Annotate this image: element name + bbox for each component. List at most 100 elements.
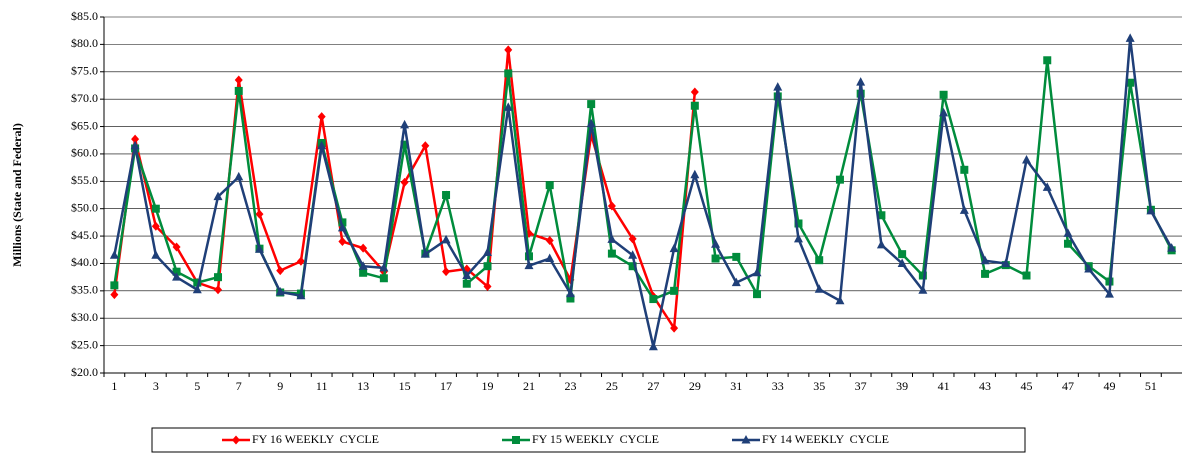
point bbox=[110, 290, 119, 300]
point bbox=[690, 169, 700, 179]
point bbox=[1001, 258, 1011, 267]
point bbox=[1125, 33, 1135, 42]
point bbox=[586, 118, 596, 128]
point bbox=[213, 191, 223, 201]
series-line bbox=[113, 38, 1173, 347]
x-tick-label: 21 bbox=[523, 379, 535, 393]
x-tick-label: 51 bbox=[1145, 379, 1157, 393]
point bbox=[959, 205, 969, 214]
point bbox=[1043, 56, 1052, 65]
point bbox=[337, 222, 347, 232]
point bbox=[255, 209, 264, 219]
series-line bbox=[113, 49, 697, 332]
point bbox=[234, 171, 244, 181]
legend-label: FY 15 WEEKLY CYCLE bbox=[532, 432, 659, 446]
point bbox=[794, 219, 803, 228]
x-tick-label: 29 bbox=[689, 379, 701, 393]
point bbox=[442, 191, 451, 199]
point bbox=[317, 140, 327, 150]
x-tick-label: 7 bbox=[236, 379, 242, 393]
y-tick-label: $25.0 bbox=[71, 337, 98, 351]
point bbox=[296, 256, 305, 266]
point bbox=[1104, 289, 1114, 298]
x-tick-label: 11 bbox=[316, 379, 328, 393]
point bbox=[648, 341, 658, 351]
point bbox=[711, 254, 720, 263]
point bbox=[1167, 243, 1177, 252]
x-tick-label: 37 bbox=[855, 379, 867, 393]
point bbox=[504, 69, 513, 78]
point bbox=[130, 140, 140, 150]
point bbox=[918, 285, 928, 294]
legend-marker bbox=[232, 435, 240, 445]
point bbox=[358, 261, 368, 270]
point bbox=[151, 221, 160, 231]
point bbox=[192, 284, 202, 294]
point bbox=[876, 239, 886, 249]
point bbox=[483, 281, 492, 291]
point bbox=[441, 234, 451, 244]
point bbox=[172, 272, 182, 281]
y-tick-label: $45.0 bbox=[71, 228, 98, 242]
x-tick-label: 19 bbox=[482, 379, 494, 393]
point bbox=[359, 243, 368, 253]
point bbox=[379, 274, 388, 283]
point bbox=[504, 45, 513, 55]
legend-box bbox=[151, 427, 1026, 453]
point bbox=[338, 237, 347, 247]
point bbox=[793, 233, 803, 243]
point bbox=[835, 175, 844, 184]
point bbox=[1063, 228, 1073, 237]
point bbox=[628, 250, 638, 259]
y-tick-label: $60.0 bbox=[71, 146, 98, 160]
point bbox=[421, 141, 430, 151]
point bbox=[980, 255, 990, 265]
point bbox=[898, 250, 907, 259]
x-tick-label: 17 bbox=[440, 379, 452, 393]
x-tick-label: 5 bbox=[194, 379, 200, 393]
x-tick-label: 49 bbox=[1103, 379, 1115, 393]
point bbox=[981, 269, 990, 278]
point bbox=[897, 258, 907, 267]
point bbox=[939, 90, 948, 99]
x-tick-label: 9 bbox=[277, 379, 283, 393]
point bbox=[400, 119, 410, 129]
point bbox=[483, 247, 493, 257]
x-tick-label: 3 bbox=[153, 379, 159, 393]
legend-marker bbox=[512, 436, 520, 444]
y-tick-label: $35.0 bbox=[71, 283, 98, 297]
point bbox=[193, 278, 202, 287]
point bbox=[711, 239, 721, 248]
y-tick-label: $85.0 bbox=[71, 9, 98, 23]
point bbox=[607, 234, 617, 243]
point bbox=[462, 270, 472, 280]
point bbox=[690, 101, 699, 110]
point bbox=[214, 273, 223, 282]
point bbox=[503, 102, 513, 111]
point bbox=[110, 281, 119, 290]
x-tick-label: 23 bbox=[564, 379, 576, 393]
point bbox=[877, 211, 886, 220]
point bbox=[296, 290, 306, 300]
x-tick-label: 13 bbox=[357, 379, 369, 393]
point bbox=[835, 295, 845, 305]
y-tick-label: $20.0 bbox=[71, 365, 98, 379]
point bbox=[565, 288, 575, 298]
point bbox=[670, 286, 679, 295]
point bbox=[234, 86, 243, 95]
y-tick-label: $50.0 bbox=[71, 200, 98, 214]
x-tick-label: 45 bbox=[1021, 379, 1033, 393]
point bbox=[151, 250, 161, 259]
y-tick-label: $80.0 bbox=[71, 36, 98, 50]
point bbox=[773, 82, 783, 91]
point bbox=[752, 267, 762, 277]
x-tick-label: 15 bbox=[399, 379, 411, 393]
point bbox=[1022, 154, 1032, 164]
point bbox=[669, 243, 679, 253]
y-tick-label: $55.0 bbox=[71, 173, 98, 187]
legend-marker bbox=[741, 435, 751, 444]
y-tick-label: $70.0 bbox=[71, 91, 98, 105]
point bbox=[731, 277, 741, 287]
point bbox=[359, 268, 368, 277]
